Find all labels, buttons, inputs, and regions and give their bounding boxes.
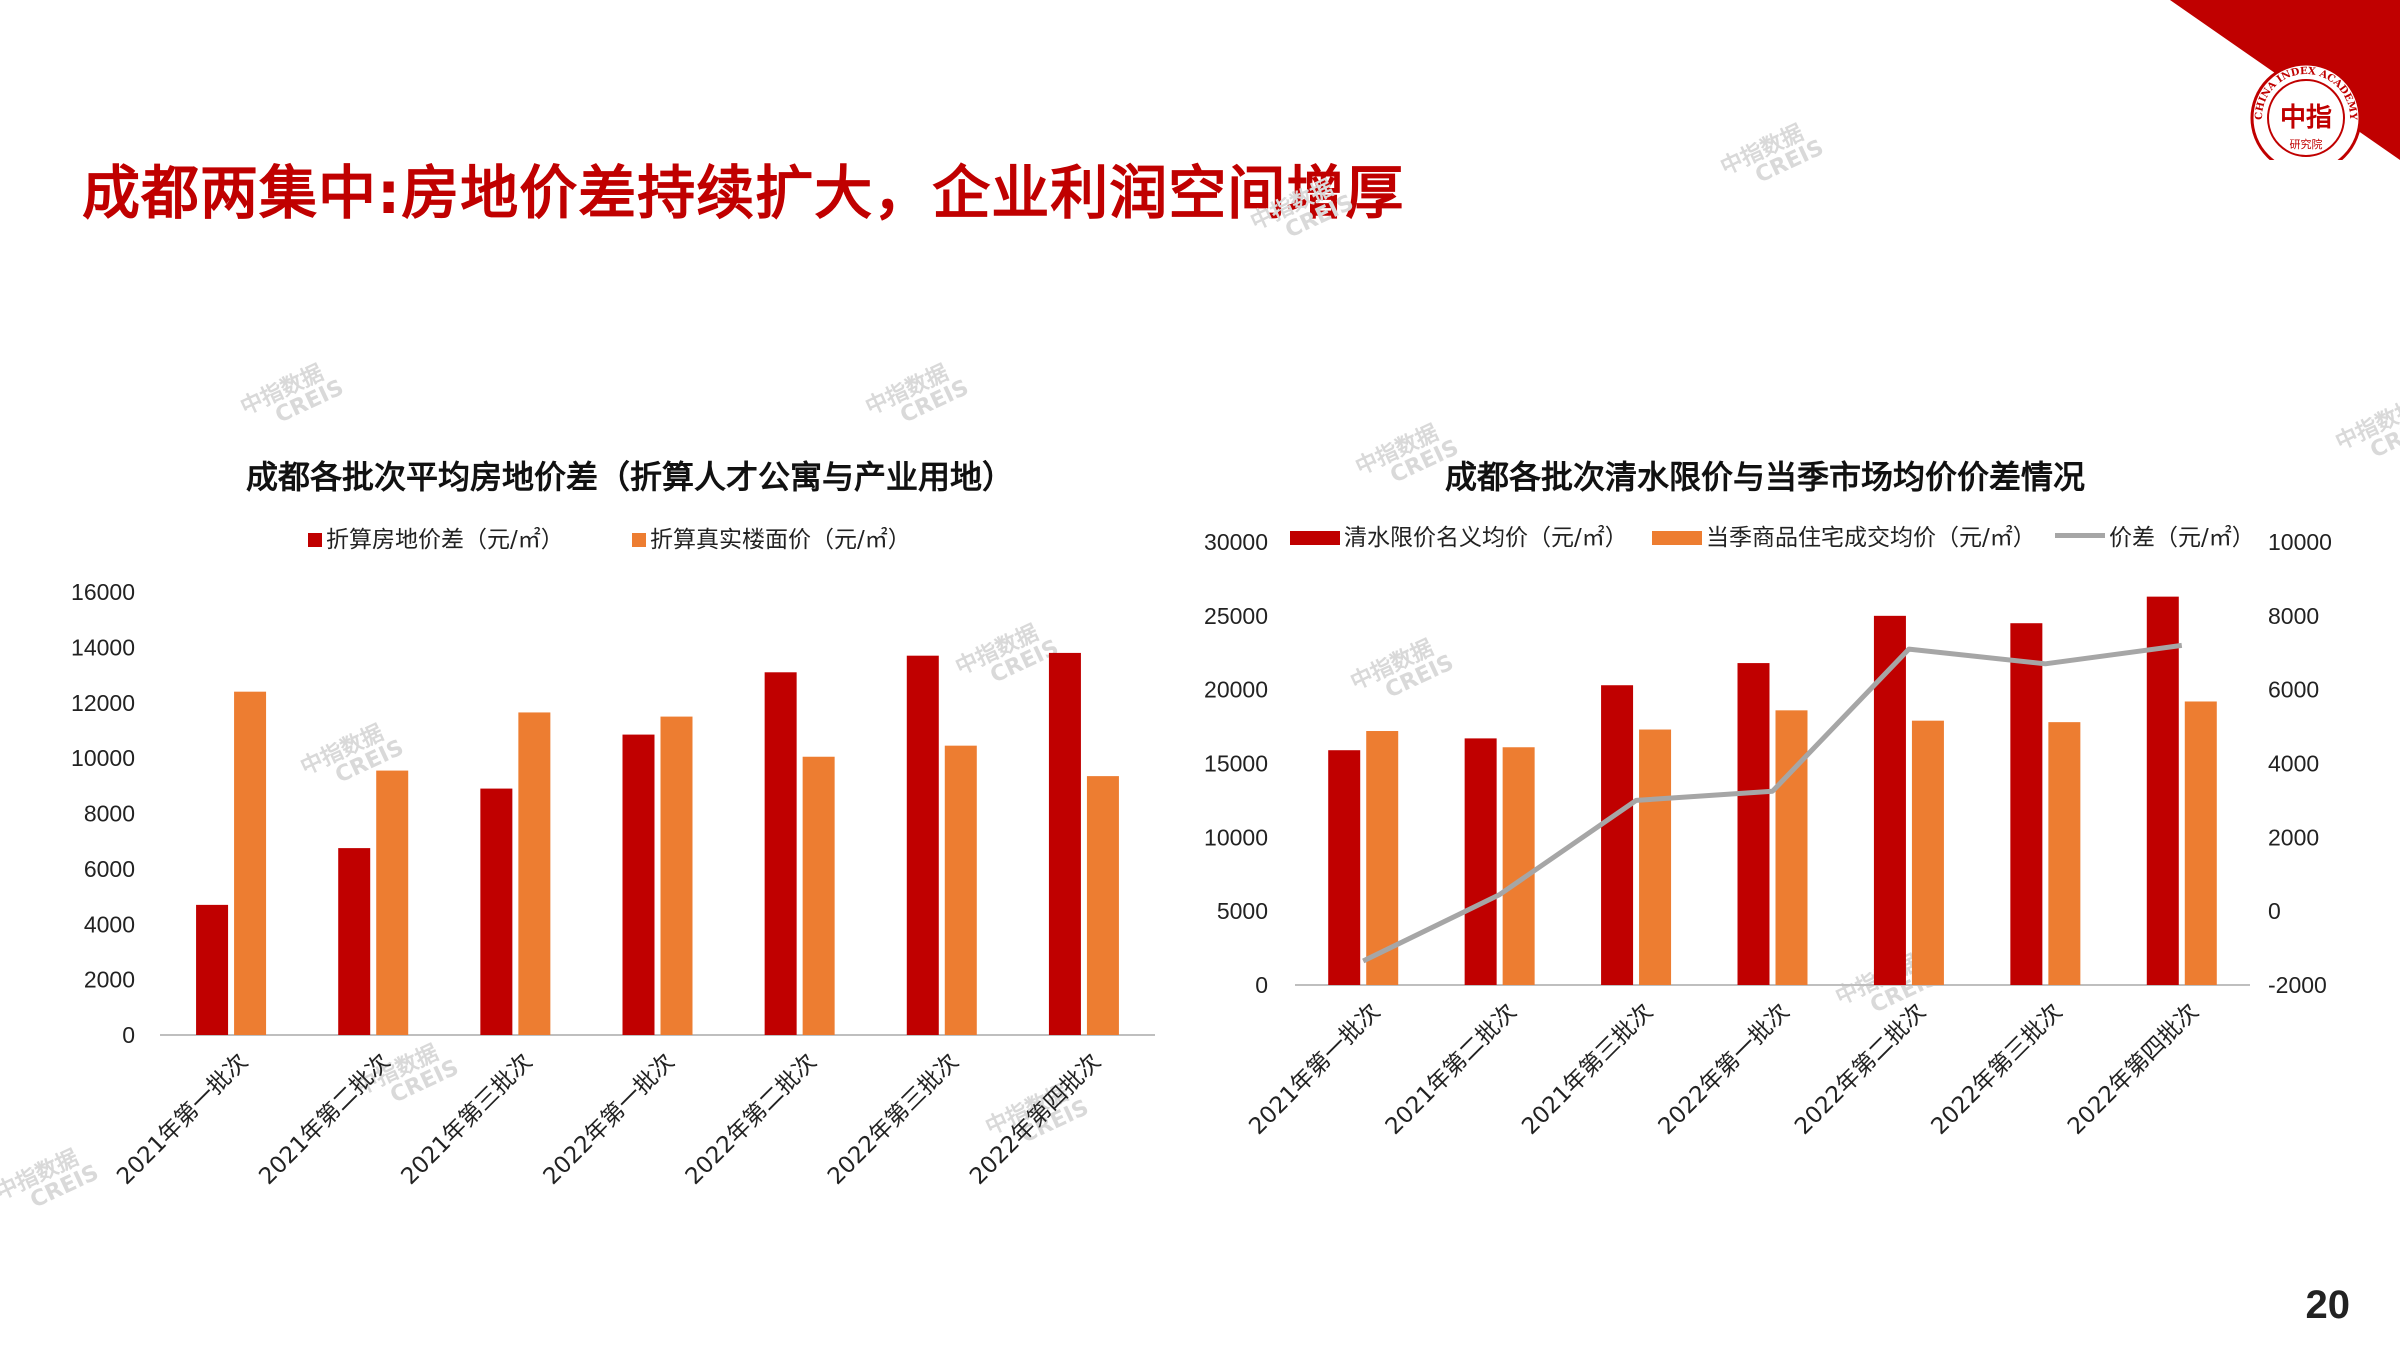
x-tick-label: 2022年第四批次: [2063, 999, 2204, 1140]
legend-item: 清水限价名义均价（元/㎡）: [1290, 525, 1628, 551]
legend-swatch: [632, 533, 646, 547]
y-tick-label: 0: [1255, 972, 1268, 998]
x-tick-label: 2022年第二批次: [1790, 999, 1931, 1140]
x-tick-label: 2021年第三批次: [1517, 999, 1658, 1140]
bar: [234, 691, 267, 1035]
bar: [2184, 701, 2217, 985]
y-tick-label: 30000: [1204, 529, 1268, 555]
slide-title: 成都两集中:房地价差持续扩大，企业利润空间增厚: [82, 159, 1405, 227]
seal-bottom-text: 研究院: [2290, 137, 2323, 151]
chart-title: 成都各批次清水限价与当季市场均价价差情况: [1445, 458, 2085, 496]
legend-item: 当季商品住宅成交均价（元/㎡）: [1652, 525, 2036, 551]
legend-label: 折算房地价差（元/㎡）: [326, 527, 564, 553]
bar: [1086, 776, 1119, 1035]
bar: [1601, 685, 1634, 985]
x-tick-label: 2021年第二批次: [1381, 999, 1522, 1140]
bar: [622, 734, 655, 1035]
bar: [1048, 652, 1081, 1035]
bar: [196, 904, 229, 1035]
chart-title: 成都各批次平均房地价差（折算人才公寓与产业用地）: [246, 458, 1014, 496]
y2-tick-label: 2000: [2268, 824, 2319, 850]
bar: [2146, 596, 2179, 985]
y-tick-label: 10000: [71, 745, 135, 771]
x-tick-label: 2022年第一批次: [539, 1049, 680, 1190]
bar: [944, 745, 977, 1035]
y-tick-label: 0: [122, 1022, 135, 1048]
x-tick-label: 2022年第三批次: [823, 1049, 964, 1190]
y-tick-label: 15000: [1204, 751, 1268, 777]
bar: [1328, 750, 1361, 985]
y-tick-label: 14000: [71, 634, 135, 660]
page-number: 20: [2305, 1283, 2351, 1327]
y-tick-label: 25000: [1204, 603, 1268, 629]
y2-tick-label: 6000: [2268, 677, 2319, 703]
x-tick-label: 2021年第二批次: [254, 1049, 395, 1190]
bar: [1639, 729, 1672, 985]
chart-1: 成都各批次平均房地价差（折算人才公寓与产业用地） 折算房地价差（元/㎡） 折算真实楼…: [71, 458, 1155, 1190]
bar: [1464, 738, 1497, 985]
bar: [480, 788, 513, 1035]
y2-tick-label: -2000: [2268, 972, 2327, 998]
x-tick-label: 2021年第一批次: [1244, 999, 1385, 1140]
legend-swatch: [1652, 531, 1702, 545]
x-tick-label: 2022年第三批次: [1926, 999, 2067, 1140]
legend-label: 价差（元/㎡）: [2109, 525, 2255, 551]
y-tick-label: 5000: [1217, 898, 1268, 924]
legend-item: 价差（元/㎡）: [2055, 525, 2255, 551]
y-tick-label: 10000: [1204, 824, 1268, 850]
legend-item: 折算房地价差（元/㎡）: [308, 527, 564, 553]
legend-label: 折算真实楼面价（元/㎡）: [650, 527, 911, 553]
bar: [802, 756, 835, 1035]
legend-swatch: [2055, 533, 2105, 538]
legend-label: 当季商品住宅成交均价（元/㎡）: [1706, 525, 2036, 551]
bar: [2010, 623, 2043, 985]
y-tick-label: 12000: [71, 690, 135, 716]
legend-swatch: [308, 533, 322, 547]
y-tick-label: 2000: [84, 967, 135, 993]
academy-seal-icon: CHINA INDEX ACADEMY 中指 研究院: [2250, 62, 2362, 160]
corner-logo: CHINA INDEX ACADEMY 中指 研究院: [2170, 0, 2400, 160]
y2-tick-label: 10000: [2268, 529, 2332, 555]
seal-center-text: 中指: [2280, 103, 2332, 133]
bar: [1775, 710, 1808, 985]
x-tick-label: 2021年第一批次: [112, 1049, 253, 1190]
x-tick-label: 2022年第二批次: [681, 1049, 822, 1190]
legend-item: 折算真实楼面价（元/㎡）: [632, 527, 911, 553]
bar: [1366, 731, 1399, 985]
y-tick-label: 20000: [1204, 677, 1268, 703]
bar: [2048, 722, 2081, 985]
y2-tick-label: 8000: [2268, 603, 2319, 629]
y-tick-label: 6000: [84, 856, 135, 882]
bar: [338, 848, 371, 1035]
bar: [660, 716, 693, 1035]
y2-tick-label: 0: [2268, 898, 2281, 924]
y-tick-label: 4000: [84, 911, 135, 937]
bar: [906, 655, 939, 1035]
bar: [764, 672, 797, 1035]
legend-label: 清水限价名义均价（元/㎡）: [1344, 525, 1628, 551]
bar: [1911, 720, 1944, 985]
y-tick-label: 16000: [71, 579, 135, 605]
bar: [1737, 663, 1770, 985]
y-tick-label: 8000: [84, 801, 135, 827]
series-line: [1362, 642, 2183, 964]
bar: [1502, 747, 1535, 985]
x-tick-label: 2022年第一批次: [1654, 999, 1795, 1140]
y2-tick-label: 4000: [2268, 751, 2319, 777]
legend-swatch: [1290, 531, 1340, 545]
bar: [376, 770, 409, 1035]
bar: [518, 712, 551, 1035]
